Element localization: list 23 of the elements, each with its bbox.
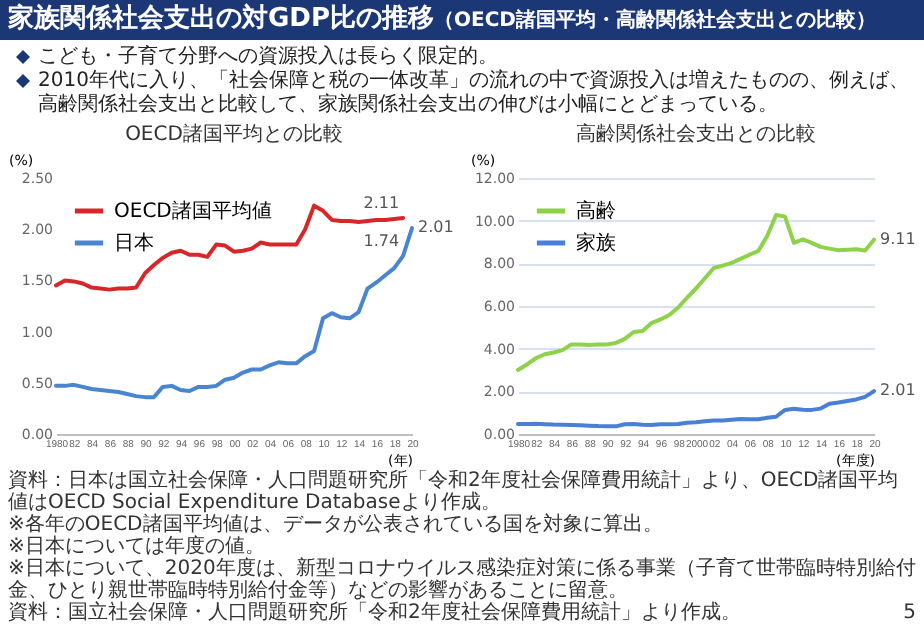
- chart-title: OECD諸国平均との比較: [125, 122, 343, 146]
- text: ※日本について、2020年度は、新型コロナウイルス感染症対策に係る事業（子育て世帯臨時特別給付金、ひとり親世帯臨時特別給付金等）などの影響があることに留意。: [8, 558, 916, 602]
- text: ※日本については年度の値。: [8, 536, 267, 558]
- data-label: 2.01: [418, 218, 454, 237]
- text: 資料：日本は国立社会保障・人口問題研究所「令和2年度社会保障費用統計」より、OECD諸国平均値はOECD Social Expenditure Databaseより作成。: [8, 470, 901, 514]
- text: ※各年のOECD諸国平均値は、データが公表されている国を対象に算出。: [8, 514, 665, 536]
- legend-label: 高齢: [576, 199, 616, 223]
- data-label: 1.74: [363, 231, 400, 250]
- text: 5: [903, 602, 916, 624]
- line-series: [516, 389, 876, 429]
- data-label: 9.11: [880, 229, 916, 248]
- legend-label: 日本: [114, 231, 154, 255]
- line-series: [54, 226, 414, 400]
- text: こども・子育て分野への資源投入は長らく限定的。: [38, 46, 498, 69]
- data-label: 2.01: [880, 381, 916, 400]
- legend-label: 家族: [576, 231, 616, 255]
- text: 資料：国立社会保障・人口問題研究所「令和2年度社会保障費用統計」より作成。: [8, 602, 741, 624]
- text: 家族関係社会支出の対GDP比の推移: [8, 4, 434, 34]
- text: 2010年代に入り、「社会保障と税の一体改革」の流れの中で資源投入は増えたものの、例えば、高齢関係社会支出と比較して、家族関係社会支出の伸びは小幅にとどまっている。: [38, 70, 911, 118]
- chart-title: 高齢関係社会支出との比較: [576, 122, 816, 146]
- data-label: 2.11: [363, 193, 400, 212]
- legend-label: OECD諸国平均値: [114, 199, 272, 223]
- text: （OECD諸国平均・高齢関係社会支出との比較）: [434, 10, 876, 32]
